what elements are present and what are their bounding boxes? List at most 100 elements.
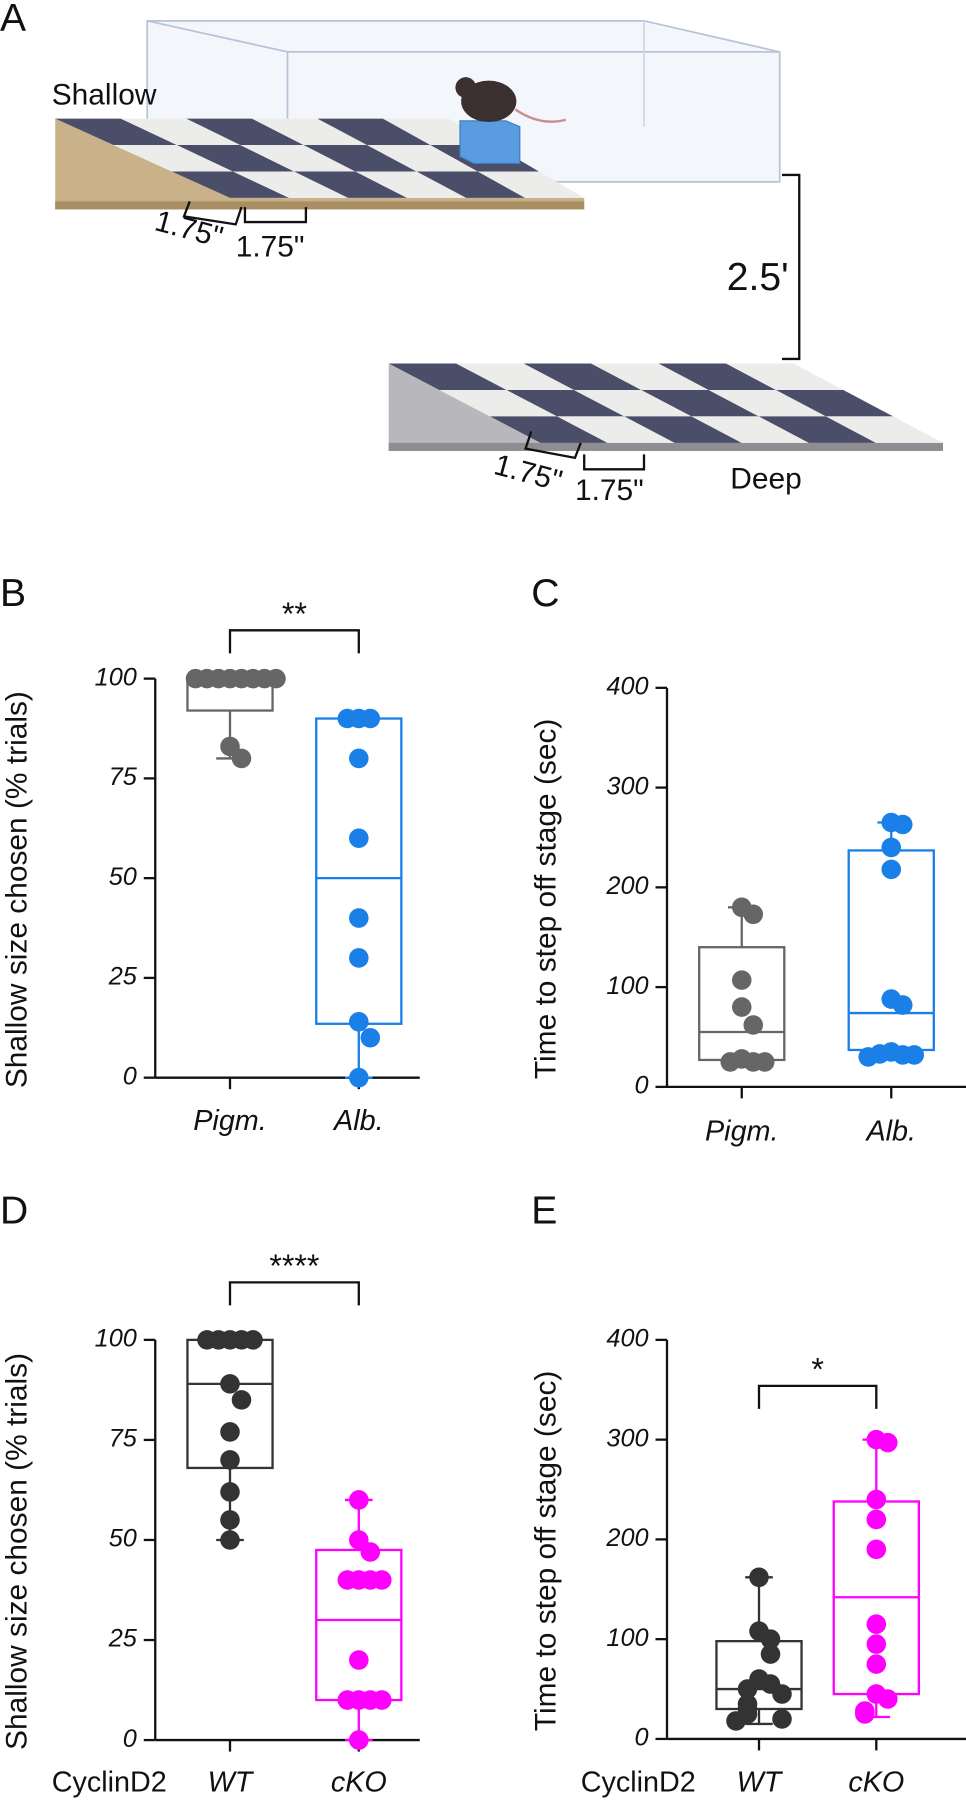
box bbox=[847, 849, 935, 1052]
data-point bbox=[760, 1644, 781, 1664]
data-point bbox=[360, 708, 381, 729]
checker-square bbox=[439, 389, 558, 417]
y-axis-label: Time to step off stage (sec) bbox=[529, 719, 562, 1080]
deep-label: Deep bbox=[730, 463, 801, 496]
checker-square bbox=[317, 118, 431, 146]
data-point bbox=[878, 1689, 898, 1709]
y-axis-label: Time to step off stage (sec) bbox=[529, 1371, 562, 1732]
y-tick-label: 75 bbox=[109, 763, 138, 791]
enclosure-edge bbox=[147, 19, 288, 53]
checker-square bbox=[691, 416, 809, 443]
data-point bbox=[737, 1679, 758, 1699]
checker-square bbox=[388, 363, 507, 390]
significance-label: ** bbox=[282, 596, 308, 632]
deep-checkerboard bbox=[388, 363, 943, 443]
data-point bbox=[349, 748, 369, 769]
box bbox=[715, 1640, 803, 1711]
checker-square bbox=[726, 363, 844, 390]
checker-square bbox=[240, 145, 356, 172]
size-label: 1.75" bbox=[491, 448, 566, 498]
data-point bbox=[726, 1711, 746, 1731]
data-point bbox=[220, 1450, 240, 1470]
data-point bbox=[243, 1330, 263, 1350]
checker-square bbox=[489, 416, 608, 443]
data-point bbox=[866, 1539, 887, 1560]
data-point bbox=[760, 1629, 781, 1649]
deep-base-edge bbox=[388, 442, 943, 451]
deep-base bbox=[388, 363, 943, 451]
data-point bbox=[866, 1654, 887, 1674]
data-point bbox=[772, 1709, 792, 1729]
data-point bbox=[360, 1542, 381, 1562]
data-point bbox=[858, 1047, 879, 1067]
checker-square bbox=[708, 389, 826, 417]
data-point bbox=[349, 1730, 369, 1750]
size-label: 1.75" bbox=[151, 205, 226, 255]
checker-square bbox=[658, 363, 776, 390]
y-tick-label: 0 bbox=[635, 1072, 649, 1100]
apparatus-diagram: A Shallow Deep 2.5' 1.75" 1.75" 1.75" 1.… bbox=[0, 0, 943, 507]
data-point bbox=[855, 1704, 875, 1724]
data-point bbox=[866, 1509, 887, 1530]
data-point bbox=[185, 668, 206, 689]
data-point bbox=[337, 1690, 358, 1710]
category-label: cKO bbox=[331, 1766, 387, 1798]
group-label: CyclinD2 bbox=[52, 1766, 167, 1798]
data-point bbox=[772, 1684, 792, 1704]
checker-square bbox=[294, 171, 408, 198]
data-point bbox=[866, 1614, 887, 1634]
data-point bbox=[349, 1012, 369, 1032]
significance-label: **** bbox=[269, 1248, 320, 1284]
checker-square bbox=[55, 118, 177, 146]
data-point bbox=[904, 1045, 925, 1065]
data-point bbox=[220, 1530, 240, 1550]
y-tick-label: 25 bbox=[108, 963, 138, 991]
y-tick-label: 50 bbox=[109, 863, 137, 891]
data-point bbox=[731, 997, 752, 1017]
mouse-head bbox=[455, 77, 477, 98]
data-point bbox=[266, 668, 286, 689]
significance-bracket bbox=[228, 629, 360, 654]
y-axis-label: Shallow size chosen (% trials) bbox=[0, 691, 33, 1088]
panel-letter: E bbox=[531, 1190, 557, 1233]
checker-square bbox=[176, 145, 295, 172]
checker-square bbox=[573, 389, 692, 417]
data-point bbox=[866, 1489, 887, 1510]
data-point bbox=[220, 1482, 240, 1502]
data-point bbox=[220, 1510, 240, 1530]
y-axis-label: Shallow size chosen (% trials) bbox=[0, 1353, 33, 1750]
panel-letter: D bbox=[0, 1190, 28, 1233]
checker-square bbox=[641, 389, 759, 417]
stage bbox=[459, 120, 521, 164]
data-point bbox=[349, 828, 369, 849]
checker-square bbox=[303, 145, 417, 172]
data-point bbox=[749, 1567, 769, 1588]
data-point bbox=[231, 748, 252, 769]
checker-square bbox=[355, 171, 467, 198]
data-point bbox=[743, 904, 764, 925]
checker-square bbox=[591, 363, 709, 390]
panel-letter: B bbox=[0, 572, 26, 615]
data-point bbox=[231, 1390, 252, 1410]
data-point bbox=[731, 970, 752, 990]
shallow-label: Shallow bbox=[52, 79, 157, 112]
size-bracket bbox=[524, 431, 582, 460]
data-point bbox=[337, 1570, 358, 1590]
y-tick-label: 0 bbox=[123, 1725, 137, 1753]
data-point bbox=[349, 908, 369, 928]
checker-square bbox=[113, 145, 233, 172]
group-label: CyclinD2 bbox=[581, 1766, 696, 1798]
data-point bbox=[349, 1650, 369, 1670]
checker-square bbox=[171, 171, 290, 198]
y-tick-label: 100 bbox=[95, 663, 137, 691]
checker-square bbox=[758, 416, 876, 443]
data-point bbox=[881, 837, 902, 858]
data-point bbox=[892, 814, 913, 835]
category-label: Pigm. bbox=[193, 1105, 266, 1137]
y-tick-label: 100 bbox=[606, 972, 648, 1000]
checker-square bbox=[251, 118, 367, 146]
shallow-base-edge bbox=[55, 201, 585, 210]
panel-letter: A bbox=[0, 0, 26, 40]
checker-square bbox=[523, 363, 642, 390]
